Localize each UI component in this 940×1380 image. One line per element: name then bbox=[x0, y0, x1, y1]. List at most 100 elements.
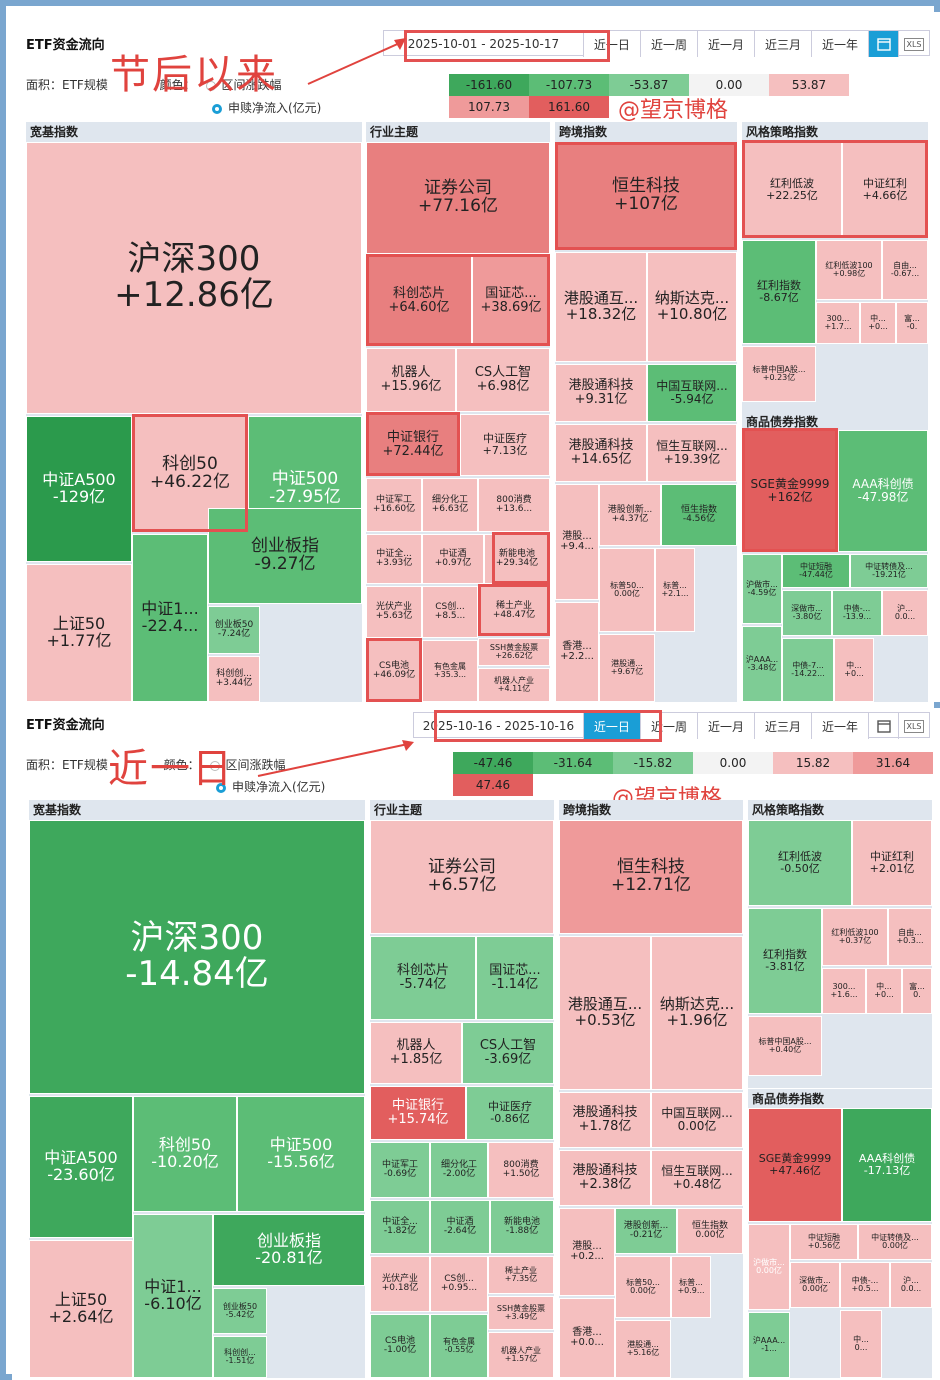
treemap-tile[interactable]: 300... +1.7... bbox=[816, 302, 860, 344]
treemap-tile[interactable]: 红利低波100 +0.37亿 bbox=[822, 908, 888, 966]
calendar-icon[interactable] bbox=[869, 713, 899, 739]
export-xls-icon[interactable]: XLS bbox=[899, 31, 929, 57]
treemap-tile[interactable]: SSH黄金股票 +3.49亿 bbox=[488, 1296, 554, 1330]
treemap-tile[interactable]: 中... +0... bbox=[834, 638, 874, 702]
treemap-tile[interactable]: 中证A500 -23.60亿 bbox=[29, 1096, 133, 1238]
treemap-tile[interactable]: 港股通科技 +2.38亿 bbox=[559, 1150, 651, 1206]
treemap-tile[interactable]: 300... +1.6... bbox=[822, 968, 866, 1014]
treemap-tile[interactable]: 中证银行 +15.74亿 bbox=[370, 1086, 466, 1140]
treemap-tile[interactable]: 中证1... -22.4... bbox=[132, 534, 208, 702]
treemap-tile[interactable]: 港股创新... +4.37亿 bbox=[599, 484, 661, 546]
treemap-tile[interactable]: 中证医疗 +7.13亿 bbox=[460, 414, 550, 476]
treemap-tile[interactable]: 创业板指 -20.81亿 bbox=[213, 1214, 365, 1286]
treemap-tile[interactable]: 有色金属 -0.55亿 bbox=[430, 1314, 488, 1378]
treemap-tile[interactable]: CS人工智 -3.69亿 bbox=[462, 1022, 554, 1084]
treemap-tile[interactable]: 恒生互联网... +0.48亿 bbox=[651, 1150, 743, 1206]
treemap-tile[interactable]: 恒生指数 -4.56亿 bbox=[661, 484, 737, 546]
treemap-tile[interactable]: 沪做市... 0.00亿 bbox=[748, 1224, 790, 1310]
treemap-tile[interactable]: 港股通... +9.67亿 bbox=[599, 634, 655, 702]
treemap-tile[interactable]: AAA科创债 -47.98亿 bbox=[838, 430, 928, 552]
treemap-tile[interactable]: 自由... +0.3... bbox=[888, 908, 932, 966]
treemap-tile[interactable]: CS电池 +46.09亿 bbox=[366, 640, 422, 702]
treemap-tile[interactable]: 中证短融 -47.44亿 bbox=[782, 554, 850, 588]
treemap-tile[interactable]: 科创创... +3.44亿 bbox=[208, 656, 260, 702]
treemap-tile[interactable]: 港股... +9.4... bbox=[555, 484, 599, 600]
period-week-button[interactable]: 近一周 bbox=[640, 31, 698, 57]
treemap-tile[interactable]: 机器人产业 +4.11亿 bbox=[478, 668, 550, 702]
treemap-tile[interactable]: 红利低波 +22.25亿 bbox=[742, 142, 842, 238]
period-month-button[interactable]: 近一月 bbox=[697, 31, 755, 57]
treemap-tile[interactable]: 沪做市... -4.59亿 bbox=[742, 554, 782, 624]
treemap-tile[interactable]: SSH黄金股票 +26.62亿 bbox=[478, 638, 550, 666]
treemap-tile[interactable]: 中... 0... bbox=[840, 1310, 882, 1378]
treemap-tile[interactable]: 中证转债及... 0.00亿 bbox=[858, 1224, 932, 1260]
treemap-tile[interactable]: CS创... +0.95... bbox=[430, 1256, 488, 1312]
treemap-tile[interactable]: 800消费 +1.50亿 bbox=[488, 1142, 554, 1198]
treemap-tile[interactable]: 恒生指数 0.00亿 bbox=[677, 1208, 743, 1254]
date-range-input[interactable]: 2025-10-01 - 2025-10-17 bbox=[384, 31, 584, 57]
treemap-tile[interactable]: 港股创新... -0.21亿 bbox=[615, 1208, 677, 1254]
treemap-tile[interactable]: 科创芯片 +64.60亿 bbox=[366, 256, 472, 346]
treemap-tile[interactable]: 新能电池 +29.34亿 bbox=[484, 534, 550, 584]
treemap-tile[interactable]: CS电池 -1.00亿 bbox=[370, 1314, 430, 1378]
treemap-tile[interactable]: 深做市... -3.80亿 bbox=[782, 590, 832, 636]
treemap-tile[interactable]: 中债-... -13.9... bbox=[832, 590, 882, 636]
treemap-tile[interactable]: 中证转债及... -19.21亿 bbox=[850, 554, 928, 588]
radio-range-change[interactable] bbox=[209, 760, 220, 771]
treemap-tile[interactable]: 国证芯... +38.69亿 bbox=[472, 256, 550, 346]
treemap-tile[interactable]: 富... 0. bbox=[902, 968, 932, 1014]
treemap-tile[interactable]: 机器人 +1.85亿 bbox=[370, 1022, 462, 1084]
treemap-tile[interactable]: 富... -0. bbox=[896, 302, 928, 344]
treemap-tile[interactable]: 自由... -0.67... bbox=[882, 240, 928, 300]
treemap-tile[interactable]: 光伏产业 +0.18亿 bbox=[370, 1256, 430, 1312]
treemap-tile[interactable]: 标普... +2.1... bbox=[655, 548, 695, 632]
treemap-tile[interactable]: 深做市... 0.00亿 bbox=[790, 1262, 840, 1308]
treemap-tile[interactable]: 中证短融 +0.56亿 bbox=[790, 1224, 858, 1260]
treemap-tile[interactable]: 沪深300 -14.84亿 bbox=[29, 820, 365, 1094]
treemap-tile[interactable]: AAA科创债 -17.13亿 bbox=[842, 1108, 932, 1222]
treemap-tile[interactable]: 细分化工 -2.00亿 bbox=[430, 1142, 488, 1198]
treemap-tile[interactable]: 恒生科技 +12.71亿 bbox=[559, 820, 743, 934]
treemap-tile[interactable]: 红利低波100 +0.98亿 bbox=[816, 240, 882, 300]
treemap-tile[interactable]: 新能电池 -1.88亿 bbox=[490, 1200, 554, 1254]
treemap-tile[interactable]: 中国互联网... -5.94亿 bbox=[647, 364, 737, 422]
treemap-tile[interactable]: 沪深300 +12.86亿 bbox=[26, 142, 362, 414]
treemap-tile[interactable]: SGE黄金9999 +47.46亿 bbox=[748, 1108, 842, 1222]
treemap-tile[interactable]: 港股通科技 +14.65亿 bbox=[555, 424, 647, 482]
radio-range-change[interactable] bbox=[205, 80, 216, 91]
treemap-tile[interactable]: 中证军工 -0.69亿 bbox=[370, 1142, 430, 1198]
treemap-tile[interactable]: 香港... +0.0... bbox=[559, 1298, 615, 1378]
treemap-tile[interactable]: 创业板指 -9.27亿 bbox=[208, 508, 362, 604]
treemap-tile[interactable]: 标普50... 0.00亿 bbox=[615, 1256, 671, 1318]
treemap-tile[interactable]: 红利低波 -0.50亿 bbox=[748, 820, 852, 906]
treemap-tile[interactable]: 香港... +2.2... bbox=[555, 602, 599, 702]
treemap-tile[interactable]: 标普中国A股... +0.40亿 bbox=[748, 1016, 822, 1076]
radio-net-flow[interactable] bbox=[212, 103, 222, 114]
treemap-tile[interactable]: 中证全... -1.82亿 bbox=[370, 1200, 430, 1254]
treemap-tile[interactable]: 中证银行 +72.44亿 bbox=[366, 414, 460, 476]
treemap-tile[interactable]: 科创50 -10.20亿 bbox=[133, 1096, 237, 1212]
period-day-button[interactable]: 近一日 bbox=[583, 713, 641, 739]
calendar-icon[interactable] bbox=[869, 31, 899, 57]
treemap-tile[interactable]: 港股通科技 +1.78亿 bbox=[559, 1092, 651, 1148]
treemap-tile[interactable]: 科创创... -1.51亿 bbox=[213, 1336, 267, 1378]
treemap-tile[interactable]: 中证1... -6.10亿 bbox=[133, 1214, 213, 1378]
treemap-tile[interactable]: 中证红利 +4.66亿 bbox=[842, 142, 928, 238]
treemap-tile[interactable]: 800消费 +13.6... bbox=[478, 478, 550, 532]
treemap-tile[interactable]: 机器人产业 +1.57亿 bbox=[488, 1332, 554, 1378]
treemap-tile[interactable]: 中证军工 +16.60亿 bbox=[366, 478, 422, 532]
treemap-tile[interactable]: 证券公司 +77.16亿 bbox=[366, 142, 550, 254]
treemap-tile[interactable]: 恒生科技 +107亿 bbox=[555, 142, 737, 250]
treemap-tile[interactable]: 中债-... +0.5... bbox=[840, 1262, 890, 1308]
period-three-months-button[interactable]: 近三月 bbox=[754, 31, 812, 57]
treemap-tile[interactable]: 标普... +0.9... bbox=[671, 1256, 711, 1318]
treemap-tile[interactable]: CS创... +8.5... bbox=[422, 586, 478, 638]
treemap-tile[interactable]: 中证全... +3.93亿 bbox=[366, 534, 422, 584]
treemap-tile[interactable]: 纳斯达克... +1.96亿 bbox=[651, 936, 743, 1090]
date-range-input[interactable]: 2025-10-16 - 2025-10-16 bbox=[414, 713, 584, 739]
treemap-tile[interactable]: 中... +0... bbox=[860, 302, 896, 344]
treemap-tile[interactable]: 中证酒 +0.97亿 bbox=[422, 534, 484, 584]
period-week-button[interactable]: 近一周 bbox=[640, 713, 698, 739]
treemap-tile[interactable]: 光伏产业 +5.63亿 bbox=[366, 586, 422, 638]
radio-net-flow[interactable] bbox=[216, 782, 226, 793]
